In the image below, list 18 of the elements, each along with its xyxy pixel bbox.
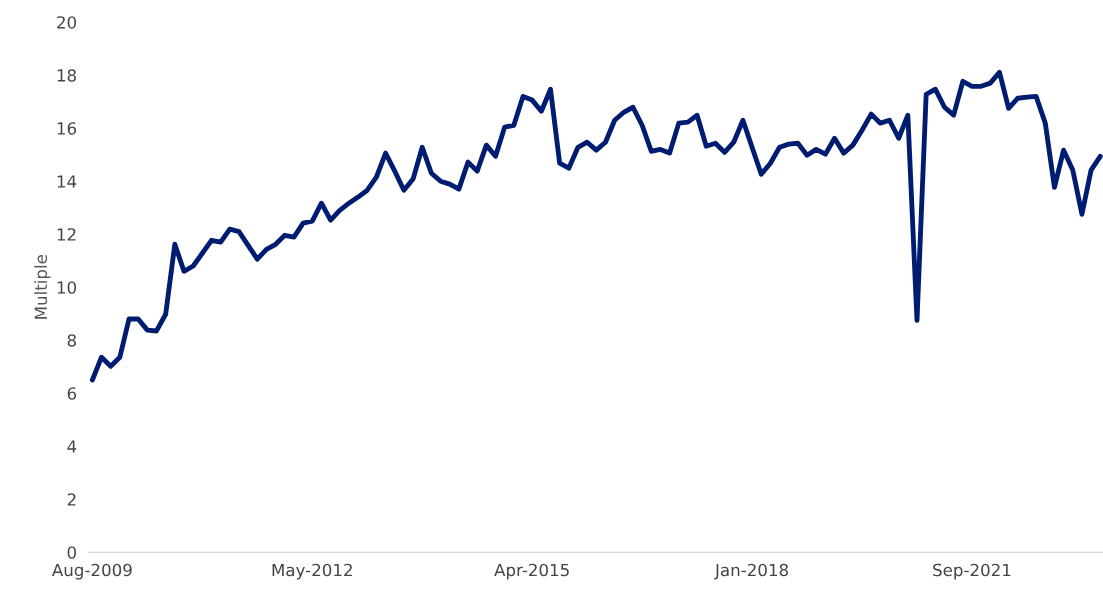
- y-tick-label: 12: [57, 228, 76, 241]
- y-tick-label: 8: [67, 334, 76, 347]
- y-tick-label: 20: [57, 16, 77, 29]
- y-tick-label: 2: [67, 493, 76, 506]
- x-tick-label: Apr-2015: [494, 563, 569, 580]
- x-tick-label: Sep-2021: [933, 563, 1011, 580]
- y-tick-label: 4: [67, 440, 77, 453]
- x-tick-label: Jan-2018: [714, 563, 788, 580]
- y-tick-label: 6: [67, 387, 77, 400]
- y-tick-label: 16: [57, 122, 77, 135]
- y-tick-label: 18: [57, 69, 76, 82]
- y-tick-label: 10: [57, 281, 77, 294]
- y-axis-title: Multiple: [34, 255, 51, 319]
- y-tick-label: 14: [57, 175, 77, 188]
- x-tick-label: Aug-2009: [52, 563, 132, 580]
- y-tick-label: 0: [67, 546, 77, 559]
- line-series: [89, 69, 1103, 383]
- x-tick-label: May-2012: [272, 563, 352, 580]
